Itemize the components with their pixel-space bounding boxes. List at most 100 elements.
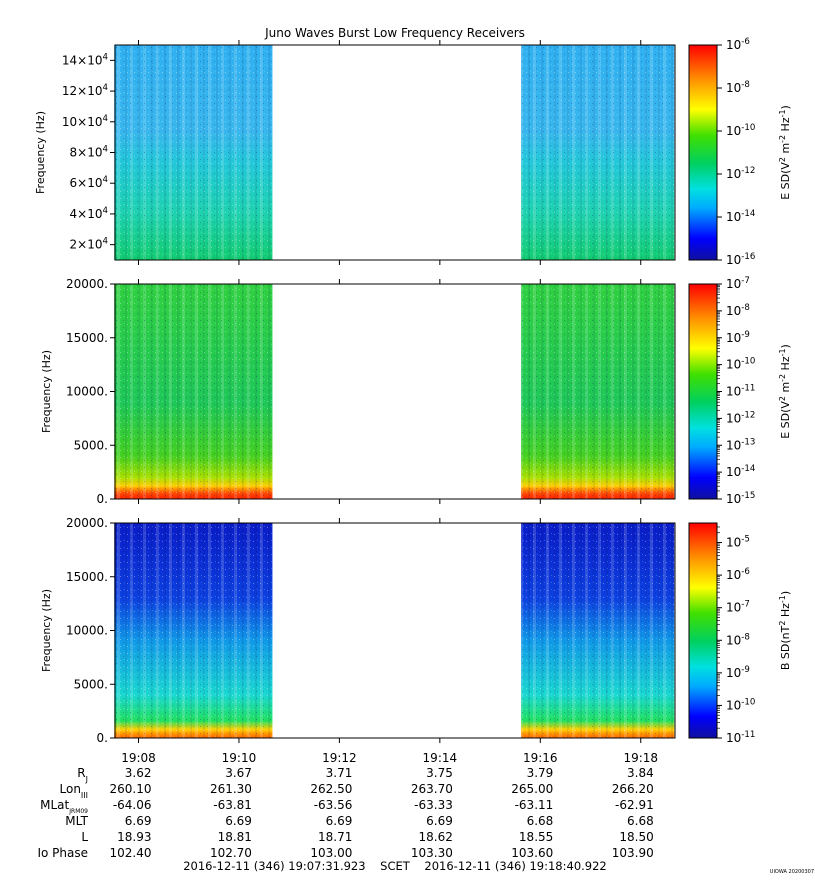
ephemeris-value: 18.62 [418, 830, 452, 844]
text-part: Hz [779, 117, 792, 135]
text-part: 6×10 [70, 176, 103, 190]
colorbar-tick-label: 10-10 [726, 357, 755, 372]
colorbar-tick-label: 10-12 [726, 410, 755, 425]
spectrogram-noise [521, 284, 675, 499]
y-tick-label: 15000. [66, 570, 108, 584]
ephemeris-label-subscript: JRM09 [68, 808, 88, 815]
colorbar-label: B SD(nT2 Hz-1) [778, 591, 793, 670]
colorbar-label: E SD(V2 m-2 Hz-1) [778, 105, 793, 200]
ephemeris-value: 18.81 [218, 830, 252, 844]
colorbar-label-group: E SD(V2 m-2 Hz-1) [778, 105, 793, 200]
time-tick-label: 19:18 [623, 751, 658, 765]
text-part: 10 [726, 411, 741, 425]
y-axis-label: Frequency (Hz) [40, 589, 53, 672]
colorbar-tick-label: 10-5 [726, 535, 750, 550]
colorbar-tick-label: 10-7 [726, 600, 750, 615]
superscript: -10 [741, 123, 755, 133]
superscript: 4 [103, 175, 109, 185]
colorbar-tick-label: 10-10 [726, 123, 755, 138]
ephemeris-label-text: R [77, 766, 85, 780]
ephemeris-value: -63.81 [213, 798, 252, 812]
y-tick-label: 0. [97, 731, 108, 745]
ephemeris-row-label: MLatJRM09 [40, 798, 88, 815]
text-part: 10 [726, 38, 741, 52]
ephemeris-label-text: Lon [60, 782, 81, 796]
superscript: -10 [741, 697, 755, 707]
superscript: -8 [741, 303, 750, 313]
colorbar-tick-label: 10-13 [726, 437, 755, 452]
y-tick-label: 6×104 [70, 175, 108, 190]
ephemeris-value: 265.00 [511, 782, 553, 796]
text-part: 10 [726, 438, 741, 452]
ephemeris-label-text: MLT [65, 814, 88, 828]
text-part: ) [779, 344, 792, 348]
colorbar-tick-label: 10-8 [726, 632, 750, 647]
y-tick-label: 15000. [66, 331, 108, 345]
ephemeris-value: 260.10 [110, 782, 152, 796]
text-part: 10 [726, 210, 741, 224]
superscript: -1 [778, 349, 787, 357]
y-tick-label: 10×104 [62, 114, 108, 129]
superscript: 2 [778, 621, 787, 626]
ephemeris-value: 103.60 [511, 846, 553, 860]
colorbar [688, 44, 718, 261]
y-tick-label: 12×104 [62, 83, 108, 98]
ephemeris-value: 6.69 [125, 814, 152, 828]
ephemeris-value: -63.11 [515, 798, 554, 812]
text-part: E SD(V [779, 401, 792, 439]
spectrogram-noise [114, 523, 273, 738]
text-part: 14×10 [62, 53, 103, 67]
colorbar [688, 283, 718, 500]
superscript: 4 [103, 52, 109, 62]
ephemeris-value: 103.00 [310, 846, 352, 860]
superscript: -11 [741, 730, 755, 740]
colorbar-tick-label: 10-14 [726, 209, 755, 224]
superscript: -2 [778, 135, 787, 143]
ephemeris-value: 3.75 [426, 766, 453, 780]
superscript: 2 [778, 396, 787, 401]
colorbar-tick-label: 10-15 [726, 491, 755, 506]
spectrogram-noise [521, 45, 675, 260]
ephemeris-value: 3.79 [527, 766, 554, 780]
panel-3: 0. 5000. 10000. 15000. 20000. Frequency (Hz) 1… [40, 516, 792, 745]
y-tick-label: 8×104 [70, 145, 108, 160]
superscript: 4 [103, 83, 109, 93]
ephemeris-row-label: L [81, 830, 88, 844]
y-tick-label: 10000. [66, 385, 108, 399]
text-part: 10 [726, 253, 741, 267]
y-tick-label: 5000. [74, 438, 108, 452]
colorbar-tick-label: 10-8 [726, 80, 750, 95]
y-tick-label: 14×104 [62, 52, 108, 67]
superscript: 4 [103, 237, 109, 247]
text-part: Hz [779, 603, 792, 621]
ephemeris-value: -63.33 [414, 798, 453, 812]
colorbar-tick-label: 10-8 [726, 303, 750, 318]
superscript: 4 [103, 114, 109, 124]
colorbar-tick-label: 10-12 [726, 166, 755, 181]
text-part: E SD(V [779, 162, 792, 200]
ephemeris-value: 102.40 [110, 846, 152, 860]
text-part: 10×10 [62, 115, 103, 129]
ephemeris-value: 6.69 [426, 814, 453, 828]
superscript: -1 [778, 110, 787, 118]
ephemeris-row-label: MLT [65, 814, 88, 828]
ephemeris-value: 3.67 [225, 766, 252, 780]
ephemeris-value: 6.68 [627, 814, 654, 828]
ephemeris-value: 262.50 [310, 782, 352, 796]
text-part: 10 [726, 536, 741, 550]
colorbar-label: E SD(V2 m-2 Hz-1) [778, 344, 793, 439]
watermark: UIOWA 20200307 [770, 869, 814, 875]
figure-title: Juno Waves Burst Low Frequency Receivers [264, 26, 525, 40]
superscript: -9 [741, 665, 750, 675]
ephemeris-value: -62.91 [615, 798, 654, 812]
colorbar-tick-label: 10-11 [726, 384, 755, 399]
text-part: 10 [726, 666, 741, 680]
ephemeris-value: 18.93 [117, 830, 151, 844]
text-part: 10 [726, 492, 741, 506]
superscript: -8 [741, 80, 750, 90]
y-tick-label: 0. [97, 492, 108, 506]
ephemeris-label-text: Io Phase [37, 846, 88, 860]
ephemeris-value: 103.90 [612, 846, 654, 860]
y-axis-label: Frequency (Hz) [34, 111, 47, 194]
spectrogram-noise [521, 523, 675, 738]
